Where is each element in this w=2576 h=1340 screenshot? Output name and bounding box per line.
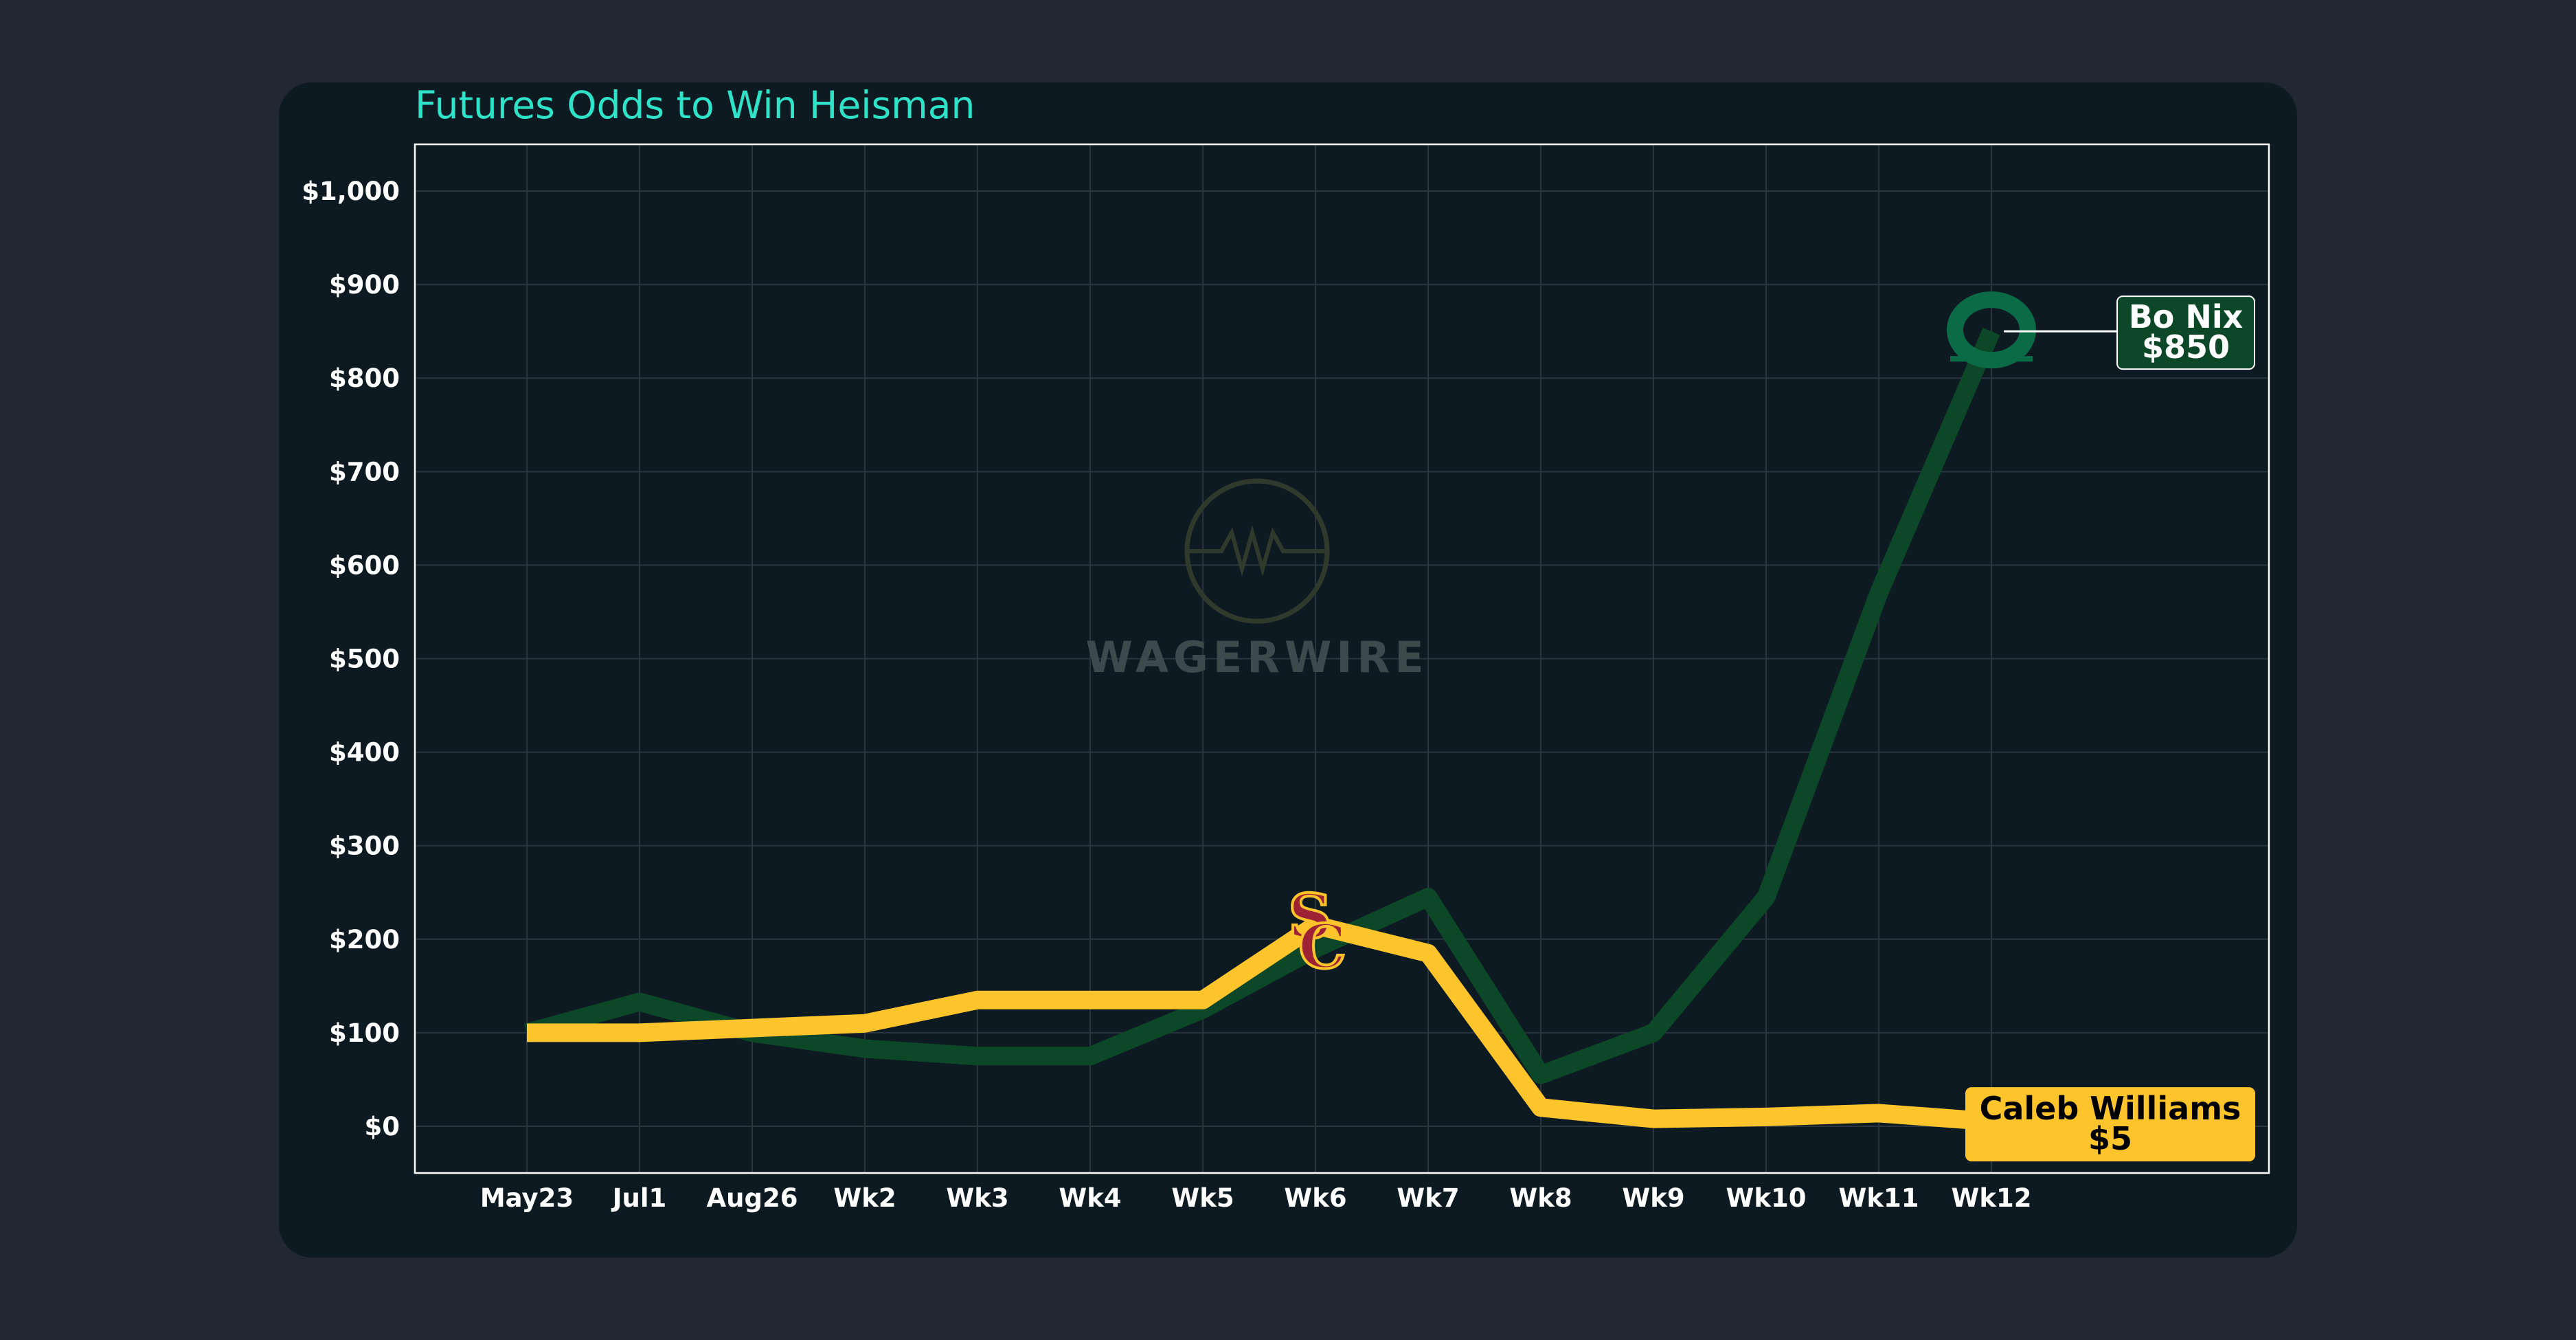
callout-caleb-williams: Caleb Williams$5: [1965, 1087, 2255, 1162]
x-tick-label: Wk10: [1726, 1183, 1807, 1213]
x-tick-label: Wk3: [946, 1183, 1008, 1213]
y-tick-label: $900: [329, 270, 400, 300]
chart-card: Futures Odds to Win Heisman $0 $100 $200 $30…: [279, 82, 2297, 1258]
y-tick-label: $100: [329, 1018, 400, 1048]
usc-s-letter: S: [1288, 880, 1332, 952]
x-tick-label: Wk4: [1059, 1183, 1121, 1213]
x-tick-label: Aug26: [707, 1183, 798, 1213]
x-tick-label: Wk6: [1284, 1183, 1346, 1213]
plot-frame: [414, 143, 2270, 1174]
y-tick-label: $200: [329, 925, 400, 954]
watermark-text: WAGERWIRE: [1085, 632, 1428, 682]
wagerwire-pulse-icon: [1187, 524, 1327, 577]
y-tick-label: $0: [365, 1112, 400, 1141]
y-tick-label: $700: [329, 457, 400, 487]
x-tick-label: Wk12: [1952, 1183, 2032, 1213]
x-tick-label: Wk11: [1839, 1183, 1919, 1213]
callout-box: [2116, 295, 2255, 370]
x-tick-label: Jul1: [611, 1183, 667, 1213]
callout-box: [1965, 1087, 2255, 1162]
oregon-o-logo-icon: [1947, 291, 2036, 369]
usc-sc-logo-icon: SC: [1287, 879, 1348, 983]
y-tick-label: $600: [329, 550, 400, 580]
series-line-caleb-williams: [527, 915, 1993, 1131]
callout-name: Bo Nix: [2129, 298, 2244, 335]
watermark: WAGERWIRE: [1085, 478, 1428, 682]
callout-bo-nix: Bo Nix$850: [2004, 295, 2255, 370]
y-tick-label: $500: [329, 645, 400, 674]
x-tick-label: Wk5: [1171, 1183, 1234, 1213]
x-tick-label: Wk7: [1397, 1183, 1459, 1213]
x-tick-label: Wk8: [1509, 1183, 1572, 1213]
x-tick-label: May23: [480, 1183, 574, 1213]
x-tick-label: Wk2: [833, 1183, 896, 1213]
chart-svg: Futures Odds to Win Heisman $0 $100 $200 $30…: [302, 83, 2270, 1213]
callout-value: $5: [2088, 1120, 2132, 1157]
x-tick-label: Wk9: [1622, 1183, 1684, 1213]
y-tick-label: $800: [329, 364, 400, 393]
y-tick-label: $300: [329, 831, 400, 861]
y-tick-label: $400: [329, 738, 400, 768]
oregon-o-base: [1950, 356, 2033, 362]
chart-title: Futures Odds to Win Heisman: [415, 83, 975, 127]
y-tick-label: $1,000: [302, 177, 400, 206]
callout-name: Caleb Williams: [1980, 1090, 2241, 1127]
callout-value: $850: [2142, 328, 2230, 366]
usc-c-letter: C: [1298, 911, 1346, 982]
